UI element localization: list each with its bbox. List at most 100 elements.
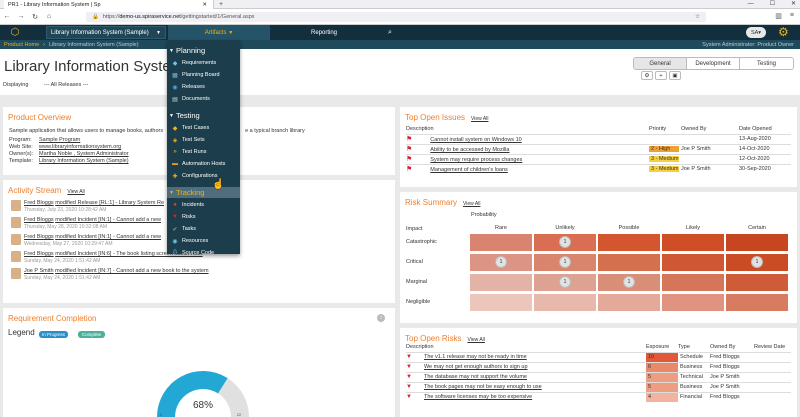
col-owned-by[interactable]: Owned By bbox=[681, 125, 707, 132]
risk-count-badge[interactable]: 1 bbox=[623, 276, 635, 288]
menu-item-test-sets[interactable]: ◈ Test Sets bbox=[171, 135, 205, 145]
activity-view-all-link[interactable]: View All bbox=[67, 189, 85, 195]
table-row[interactable]: ▼ The database may not support the volume… bbox=[406, 371, 791, 382]
issue-link[interactable]: Cannot install system on Windows 10 bbox=[430, 137, 522, 143]
col-type[interactable]: Type bbox=[678, 343, 690, 350]
program-link[interactable]: Sample Program bbox=[39, 137, 81, 143]
activity-user-link[interactable]: Fred Bloggs bbox=[24, 251, 54, 257]
menu-item-documents[interactable]: ▤ Documents bbox=[171, 94, 210, 104]
template-link[interactable]: Library Information System (Sample) bbox=[39, 158, 129, 164]
risk-count-badge[interactable]: 1 bbox=[559, 276, 571, 288]
risks-view-all-link[interactable]: View All bbox=[467, 337, 485, 343]
website-link[interactable]: www.libraryinformationsystem.org bbox=[39, 144, 122, 150]
activity-user-link[interactable]: Fred Bloggs bbox=[24, 217, 54, 223]
risk-matrix-cell[interactable] bbox=[662, 274, 724, 291]
issue-link[interactable]: System may require process changes bbox=[430, 157, 523, 163]
col-priority[interactable]: Priority bbox=[649, 125, 667, 132]
tab-testing[interactable]: Testing bbox=[740, 58, 793, 69]
activity-description-link[interactable]: modified Incident [IN:1] - Cannot add a … bbox=[55, 234, 161, 240]
risk-matrix-cell[interactable] bbox=[726, 274, 788, 291]
tab-general[interactable]: General bbox=[634, 58, 687, 69]
menu-item-tasks[interactable]: ✔ Tasks bbox=[171, 224, 196, 234]
nav-reporting[interactable]: Reporting bbox=[310, 29, 337, 36]
minimize-icon[interactable]: — bbox=[747, 1, 754, 7]
admin-gears-icon[interactable]: ⚙ bbox=[778, 25, 789, 39]
home-icon[interactable]: ⌂ bbox=[46, 13, 52, 20]
menu-item-test-cases[interactable]: ◆ Test Cases bbox=[171, 123, 210, 133]
activity-description-link[interactable]: modified Incident [IN:7] - Cannot add a … bbox=[55, 268, 209, 274]
user-menu[interactable]: SA ▾ bbox=[746, 27, 766, 38]
settings-icon[interactable]: ⚙ bbox=[641, 71, 653, 80]
risk-matrix-cell[interactable]: 1 bbox=[534, 234, 596, 251]
risk-matrix-cell[interactable] bbox=[470, 294, 532, 311]
menu-icon[interactable]: ≡ bbox=[789, 12, 794, 19]
menu-item-resources[interactable]: ◉ Resources bbox=[171, 236, 208, 246]
risk-link[interactable]: The database may not support the volume bbox=[423, 374, 527, 380]
col-review-date[interactable]: Review Date bbox=[754, 343, 786, 350]
library-icon[interactable]: ▥ bbox=[775, 13, 782, 20]
image-icon[interactable]: ▣ bbox=[669, 71, 681, 80]
back-icon[interactable]: ← bbox=[3, 13, 11, 20]
risk-link[interactable]: The v1.1 release may not be ready in tim… bbox=[423, 354, 527, 360]
menu-item-incidents[interactable]: ● Incidents bbox=[171, 200, 204, 210]
risk-matrix-cell[interactable]: 1 bbox=[598, 274, 660, 291]
activity-description-link[interactable]: modified Incident [IN:1] - Cannot add a … bbox=[55, 217, 161, 223]
menu-item-risks[interactable]: ▼ Risks bbox=[171, 212, 195, 222]
risk-count-badge[interactable]: 1 bbox=[751, 256, 763, 268]
risk-view-all-link[interactable]: View All bbox=[463, 201, 481, 207]
risk-matrix-cell[interactable] bbox=[470, 234, 532, 251]
risk-matrix-cell[interactable] bbox=[534, 294, 596, 311]
reload-icon[interactable]: ↻ bbox=[32, 13, 38, 21]
issues-view-all-link[interactable]: View All bbox=[471, 116, 489, 122]
issue-link[interactable]: Management of children's loans bbox=[430, 167, 508, 174]
menu-item-test-runs[interactable]: » Test Runs bbox=[171, 147, 206, 157]
table-row[interactable]: ⚑ Management of children's loans 3 - Mediu… bbox=[406, 163, 791, 174]
col-date-opened[interactable]: Date Opened bbox=[739, 125, 772, 132]
menu-section-testing[interactable]: ▼ Testing bbox=[167, 110, 240, 121]
col-description[interactable]: Description bbox=[406, 125, 434, 132]
tab-development[interactable]: Development bbox=[687, 58, 740, 69]
table-row[interactable]: ⚑ Cannot install system on Windows 10 13-A… bbox=[406, 133, 791, 144]
search-icon[interactable]: ⌕ bbox=[388, 28, 392, 36]
col-exposure[interactable]: Exposure bbox=[646, 343, 670, 350]
activity-description-link[interactable]: modified Release [RL:1] - Library System… bbox=[55, 200, 165, 206]
menu-item-releases[interactable]: ◉ Releases bbox=[171, 82, 205, 92]
nav-artifacts[interactable]: Artifacts ▼ bbox=[168, 25, 270, 40]
menu-section-tracking[interactable]: ▼ Tracking bbox=[167, 187, 240, 198]
risk-matrix-cell[interactable]: 1 bbox=[470, 254, 532, 271]
spira-logo-icon[interactable]: ⬡ bbox=[10, 27, 20, 38]
risk-count-badge[interactable]: 1 bbox=[559, 256, 571, 268]
risk-matrix-cell[interactable]: 1 bbox=[726, 254, 788, 271]
forward-icon[interactable]: → bbox=[17, 13, 25, 20]
col-description[interactable]: Description bbox=[406, 343, 434, 350]
info-icon[interactable]: i bbox=[377, 314, 385, 322]
breadcrumb-home[interactable]: Product Home bbox=[4, 41, 40, 48]
risk-matrix-cell[interactable] bbox=[598, 254, 660, 271]
browser-tab[interactable]: PR1 - Library Information System | Sp ✕ bbox=[4, 0, 214, 9]
risk-link[interactable]: The book pages may not be easy enough to… bbox=[423, 384, 542, 390]
menu-item-planning-board[interactable]: ▦ Planning Board bbox=[171, 70, 219, 80]
menu-item-requirements[interactable]: ◆ Requirements bbox=[171, 58, 217, 68]
risk-matrix-cell[interactable] bbox=[662, 254, 724, 271]
issue-link[interactable]: Ability to be accessed by Mozilla bbox=[430, 147, 510, 153]
add-widget-icon[interactable]: + bbox=[655, 71, 667, 80]
breadcrumb-product[interactable]: Library Information System (Sample) bbox=[49, 41, 139, 48]
new-tab-icon[interactable]: + bbox=[219, 1, 224, 8]
risk-matrix-cell[interactable]: 1 bbox=[534, 254, 596, 271]
project-selector[interactable]: Library Information System (Sample) ▼ bbox=[46, 26, 166, 39]
legend-in-progress[interactable]: In Progress bbox=[39, 331, 68, 338]
close-tab-icon[interactable]: ✕ bbox=[202, 1, 207, 8]
risk-matrix-cell[interactable] bbox=[662, 234, 724, 251]
close-window-icon[interactable]: ✕ bbox=[790, 1, 796, 7]
table-row[interactable]: ⚑ System may require process changes 3 - M… bbox=[406, 153, 791, 164]
owners-link[interactable]: Martha Noble , System Administrator bbox=[39, 151, 129, 157]
table-row[interactable]: ▼ The software licenses may be too expens… bbox=[406, 391, 791, 402]
risk-count-badge[interactable]: 1 bbox=[495, 256, 507, 268]
risk-matrix-cell[interactable] bbox=[726, 234, 788, 251]
activity-description-link[interactable]: modified Incident [IN:6] - The book list… bbox=[55, 251, 203, 257]
table-row[interactable]: ▼ The v1.1 release may not be ready in ti… bbox=[406, 351, 791, 362]
table-row[interactable]: ▼ The book pages may not be easy enough t… bbox=[406, 381, 791, 392]
maximize-icon[interactable]: ☐ bbox=[769, 1, 775, 7]
address-bar[interactable]: 🔒 https://demo-us.spiraservice.net/getti… bbox=[86, 12, 706, 22]
risk-link[interactable]: We may not get enough authors to sign up bbox=[423, 364, 528, 370]
